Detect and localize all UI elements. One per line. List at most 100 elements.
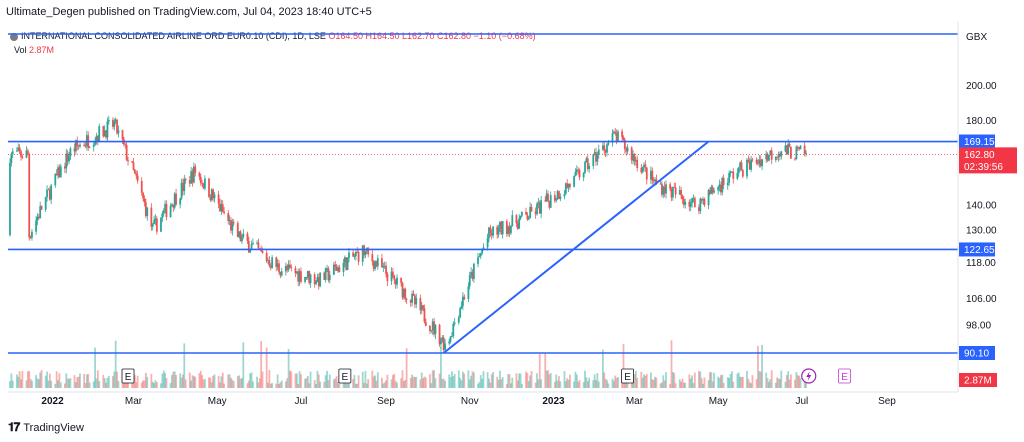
volume-bar xyxy=(452,376,455,388)
volume-bar xyxy=(334,378,337,388)
volume-bar xyxy=(654,376,656,388)
candle-body xyxy=(290,267,293,269)
candle-body xyxy=(57,167,59,176)
volume-bar xyxy=(413,377,416,388)
volume-bar xyxy=(58,373,61,388)
candle-body xyxy=(519,215,522,219)
candle-body xyxy=(342,262,345,273)
volume-bar xyxy=(479,375,482,388)
volume-bar xyxy=(740,377,743,388)
volume-bar xyxy=(381,377,383,388)
candle-body xyxy=(390,271,393,282)
volume-bar xyxy=(526,372,529,388)
volume-bar xyxy=(564,381,567,388)
candle-body xyxy=(383,265,386,267)
candle-body xyxy=(510,225,512,234)
candle-body xyxy=(678,190,681,195)
volume-bar xyxy=(164,372,166,388)
candle-body xyxy=(741,170,744,177)
volume-bar xyxy=(732,381,735,388)
candle-body xyxy=(588,165,591,169)
volume-bar xyxy=(636,377,639,388)
volume-bar xyxy=(316,370,319,388)
volume-bar xyxy=(680,381,683,388)
candle-body xyxy=(238,231,241,238)
candle-body xyxy=(37,216,40,219)
candle-body xyxy=(10,153,13,163)
y-tick-label: 106.00 xyxy=(966,294,997,305)
volume-bar xyxy=(59,382,62,388)
candle-body xyxy=(632,154,634,161)
volume-bar xyxy=(429,374,431,388)
candle-body xyxy=(750,159,753,170)
volume-bar xyxy=(547,370,549,388)
volume-legend: Vol 2.87M xyxy=(14,45,54,55)
candle-body xyxy=(521,211,523,216)
volume-bar xyxy=(537,379,540,388)
candle-body xyxy=(188,180,191,184)
volume-bar xyxy=(489,382,492,388)
volume-bar xyxy=(774,382,777,388)
candle-body xyxy=(55,173,58,176)
volume-bar xyxy=(567,379,570,388)
candle-body xyxy=(564,183,567,194)
candle-body xyxy=(396,277,398,285)
candle-body xyxy=(481,249,484,254)
volume-bar xyxy=(35,375,37,388)
candle-body xyxy=(603,145,606,151)
candle-body xyxy=(711,186,714,193)
last-price-label: 162.80 xyxy=(964,150,995,161)
candle-body xyxy=(92,144,95,147)
volume-bar xyxy=(717,376,720,388)
candle-body xyxy=(614,131,617,134)
volume-bar xyxy=(92,381,95,388)
volume-bar xyxy=(280,380,283,388)
candle-body xyxy=(375,261,378,267)
candle-body xyxy=(567,183,570,188)
volume-bar xyxy=(304,378,306,388)
volume-bar xyxy=(575,374,578,388)
volume-bar xyxy=(776,377,779,388)
candles xyxy=(9,115,807,352)
volume-bar xyxy=(39,372,42,388)
volume-bar xyxy=(308,383,311,388)
volume-bar xyxy=(453,373,456,388)
volume-bar xyxy=(412,376,415,388)
candle-body xyxy=(124,144,127,146)
volume-bar xyxy=(396,382,398,388)
candle-body xyxy=(28,154,31,238)
volume-bar xyxy=(289,370,291,388)
candle-body xyxy=(142,192,145,199)
volume-bar xyxy=(169,383,172,388)
volume-bar xyxy=(287,348,290,388)
volume-bar xyxy=(718,377,721,388)
candle-body xyxy=(127,160,129,162)
volume-bar xyxy=(96,370,99,388)
volume-bar xyxy=(297,383,300,388)
candle-body xyxy=(728,173,731,183)
candle-body xyxy=(83,144,86,146)
candle-body xyxy=(213,194,216,199)
candle-body xyxy=(334,264,337,267)
candle-body xyxy=(431,321,434,331)
candle-body xyxy=(313,274,316,285)
candle-body xyxy=(175,193,177,205)
volume-bar xyxy=(643,374,645,388)
candle-body xyxy=(674,187,677,195)
candle-body xyxy=(553,195,556,201)
candle-body xyxy=(172,204,175,208)
volume-bar xyxy=(689,378,692,388)
candle-body xyxy=(584,161,586,173)
volume-bar xyxy=(326,370,328,388)
candle-body xyxy=(305,277,308,278)
candle-body xyxy=(190,171,193,184)
earnings-marker-label: E xyxy=(841,372,848,383)
volume-bar xyxy=(393,373,396,388)
volume-bar xyxy=(220,376,223,388)
candle-body xyxy=(326,268,328,270)
candle-body xyxy=(548,200,551,208)
candle-body xyxy=(194,166,197,173)
candle-body xyxy=(429,325,431,332)
volume-bar xyxy=(15,374,18,388)
